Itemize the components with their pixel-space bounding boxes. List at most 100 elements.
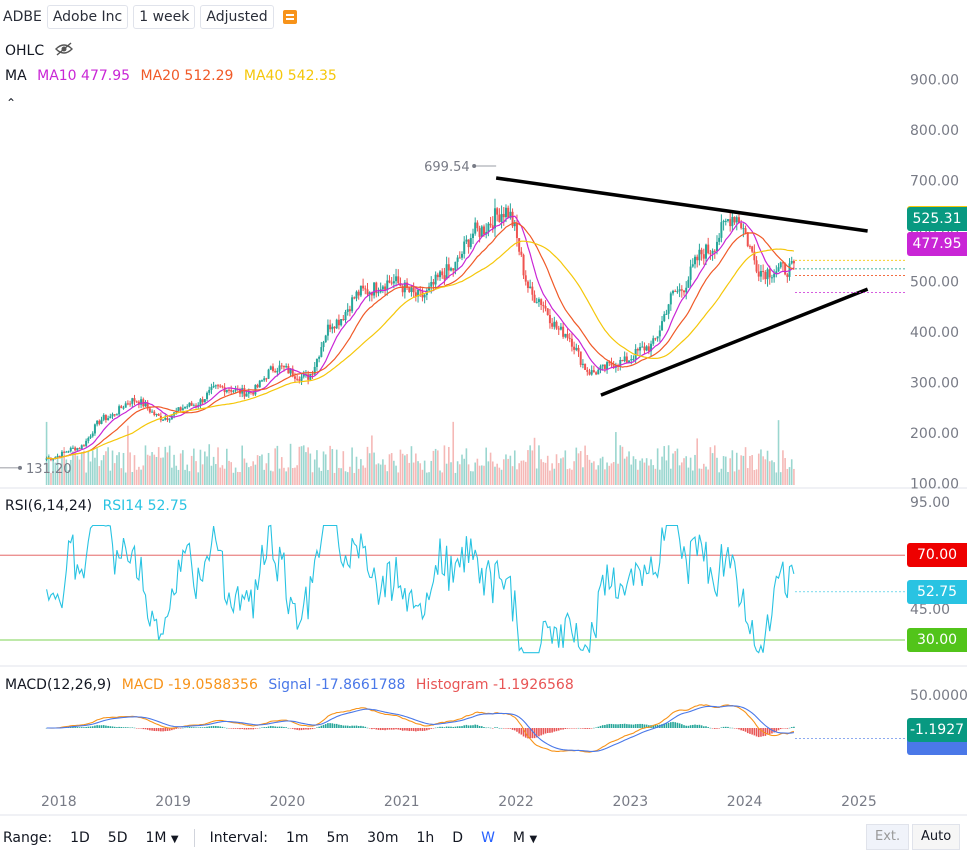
macd-histogram-bar: [443, 727, 446, 728]
volume-bar: [320, 470, 323, 485]
macd-histogram-bar: [544, 728, 547, 734]
interval-d[interactable]: D: [452, 830, 464, 846]
volume-bar: [511, 466, 514, 485]
macd-histogram-bar: [230, 728, 233, 729]
macd-histogram-bar: [254, 728, 257, 729]
candle-body: [247, 391, 250, 394]
macd-histogram-bar: [276, 726, 279, 728]
candle-body: [647, 346, 650, 352]
candle-body: [278, 365, 281, 371]
volume-bar: [439, 470, 441, 485]
candle-body: [188, 402, 191, 407]
volume-bar: [221, 465, 224, 485]
volume-bar: [206, 456, 208, 485]
macd-histogram-bar: [670, 722, 672, 728]
interval-label[interactable]: 1 week: [133, 5, 196, 29]
macd-histogram-bar: [241, 728, 243, 729]
adjust-label[interactable]: Adjusted: [200, 5, 274, 29]
volume-bar: [89, 461, 92, 485]
candle-body: [401, 286, 404, 293]
candle-body: [744, 228, 747, 234]
macd-histogram-bar: [401, 728, 404, 731]
x-axis-label: 2020: [270, 794, 306, 810]
macd-histogram-bar: [601, 725, 604, 728]
ext-button[interactable]: Ext.: [866, 824, 910, 850]
candle-body: [531, 286, 534, 295]
candle-body: [45, 458, 48, 460]
macd-histogram-bar: [551, 728, 553, 733]
symbol-label[interactable]: ADBE: [0, 6, 47, 28]
macd-histogram-bar: [122, 727, 125, 728]
interval-30m[interactable]: 30m: [367, 830, 399, 846]
candle-body: [109, 416, 112, 419]
candle-body: [669, 293, 672, 305]
macd-histogram-bar: [784, 728, 786, 729]
candle-body: [487, 223, 490, 232]
volume-bar: [467, 464, 470, 485]
signal-value: Signal -17.8661788: [268, 677, 406, 693]
macd-histogram-bar: [746, 728, 749, 734]
volume-bar: [465, 448, 468, 485]
macd-histogram-bar: [72, 726, 74, 728]
interval-1m[interactable]: 1m: [285, 830, 309, 846]
macd-histogram-bar: [663, 723, 666, 728]
high-marker-dot: [472, 163, 477, 168]
candle-body: [282, 366, 285, 368]
volume-bar: [188, 471, 191, 485]
volume-bar: [340, 468, 342, 485]
candle-body: [186, 406, 189, 408]
candle-body: [711, 250, 714, 254]
range-5d[interactable]: 5D: [107, 830, 128, 846]
volume-bar: [760, 449, 762, 485]
x-axis-label: 2021: [384, 794, 420, 810]
volume-bar: [507, 458, 509, 485]
candle-body: [674, 290, 677, 292]
volume-bar: [287, 467, 290, 485]
settings-icon[interactable]: [282, 10, 297, 24]
macd-histogram-bar: [773, 728, 775, 733]
macd-histogram-bar: [195, 727, 197, 728]
volume-bar: [67, 470, 70, 485]
candle-body: [98, 420, 101, 424]
interval-w[interactable]: W: [481, 830, 495, 846]
volume-bar: [549, 470, 551, 485]
volume-bar: [692, 470, 694, 485]
auto-button[interactable]: Auto: [912, 824, 961, 850]
macd-histogram-bar: [153, 728, 156, 731]
candle-body: [507, 207, 510, 218]
interval-5m[interactable]: 5m: [326, 830, 350, 846]
interval-1h[interactable]: 1h: [416, 830, 435, 846]
range-1m[interactable]: 1M ▼: [136, 830, 187, 846]
volume-bar: [540, 459, 542, 485]
macd-histogram-bar: [542, 728, 545, 735]
collapse-chevron-icon[interactable]: ⌃: [6, 96, 17, 110]
volume-bar: [746, 468, 749, 485]
macd-histogram-bar: [173, 728, 175, 730]
candle-body: [663, 314, 666, 322]
range-1d[interactable]: 1D: [70, 830, 90, 846]
interval-m[interactable]: M ▼: [504, 830, 546, 846]
company-name[interactable]: Adobe Inc: [46, 5, 129, 29]
candle-body: [252, 392, 255, 395]
macd-histogram-bar: [729, 727, 731, 729]
rsi30-badge: 30.00: [907, 628, 967, 652]
candle-body: [698, 249, 701, 261]
candle-body: [476, 222, 479, 229]
volume-bar: [173, 454, 175, 485]
volume-bar: [773, 462, 775, 485]
macd-histogram-bar: [757, 728, 760, 738]
candle-body: [650, 343, 653, 352]
candle-body: [559, 326, 562, 330]
volume-bar: [626, 456, 628, 485]
eye-hidden-icon[interactable]: [54, 42, 73, 60]
macd-histogram-bar: [661, 724, 663, 728]
volume-bar: [135, 469, 138, 485]
candle-body: [192, 405, 195, 407]
volume-bar: [353, 472, 356, 485]
candle-body: [619, 359, 622, 367]
candle-body: [293, 376, 296, 379]
macd-histogram-bar: [498, 727, 501, 729]
volume-bar: [157, 447, 160, 485]
candle-body: [74, 447, 77, 451]
